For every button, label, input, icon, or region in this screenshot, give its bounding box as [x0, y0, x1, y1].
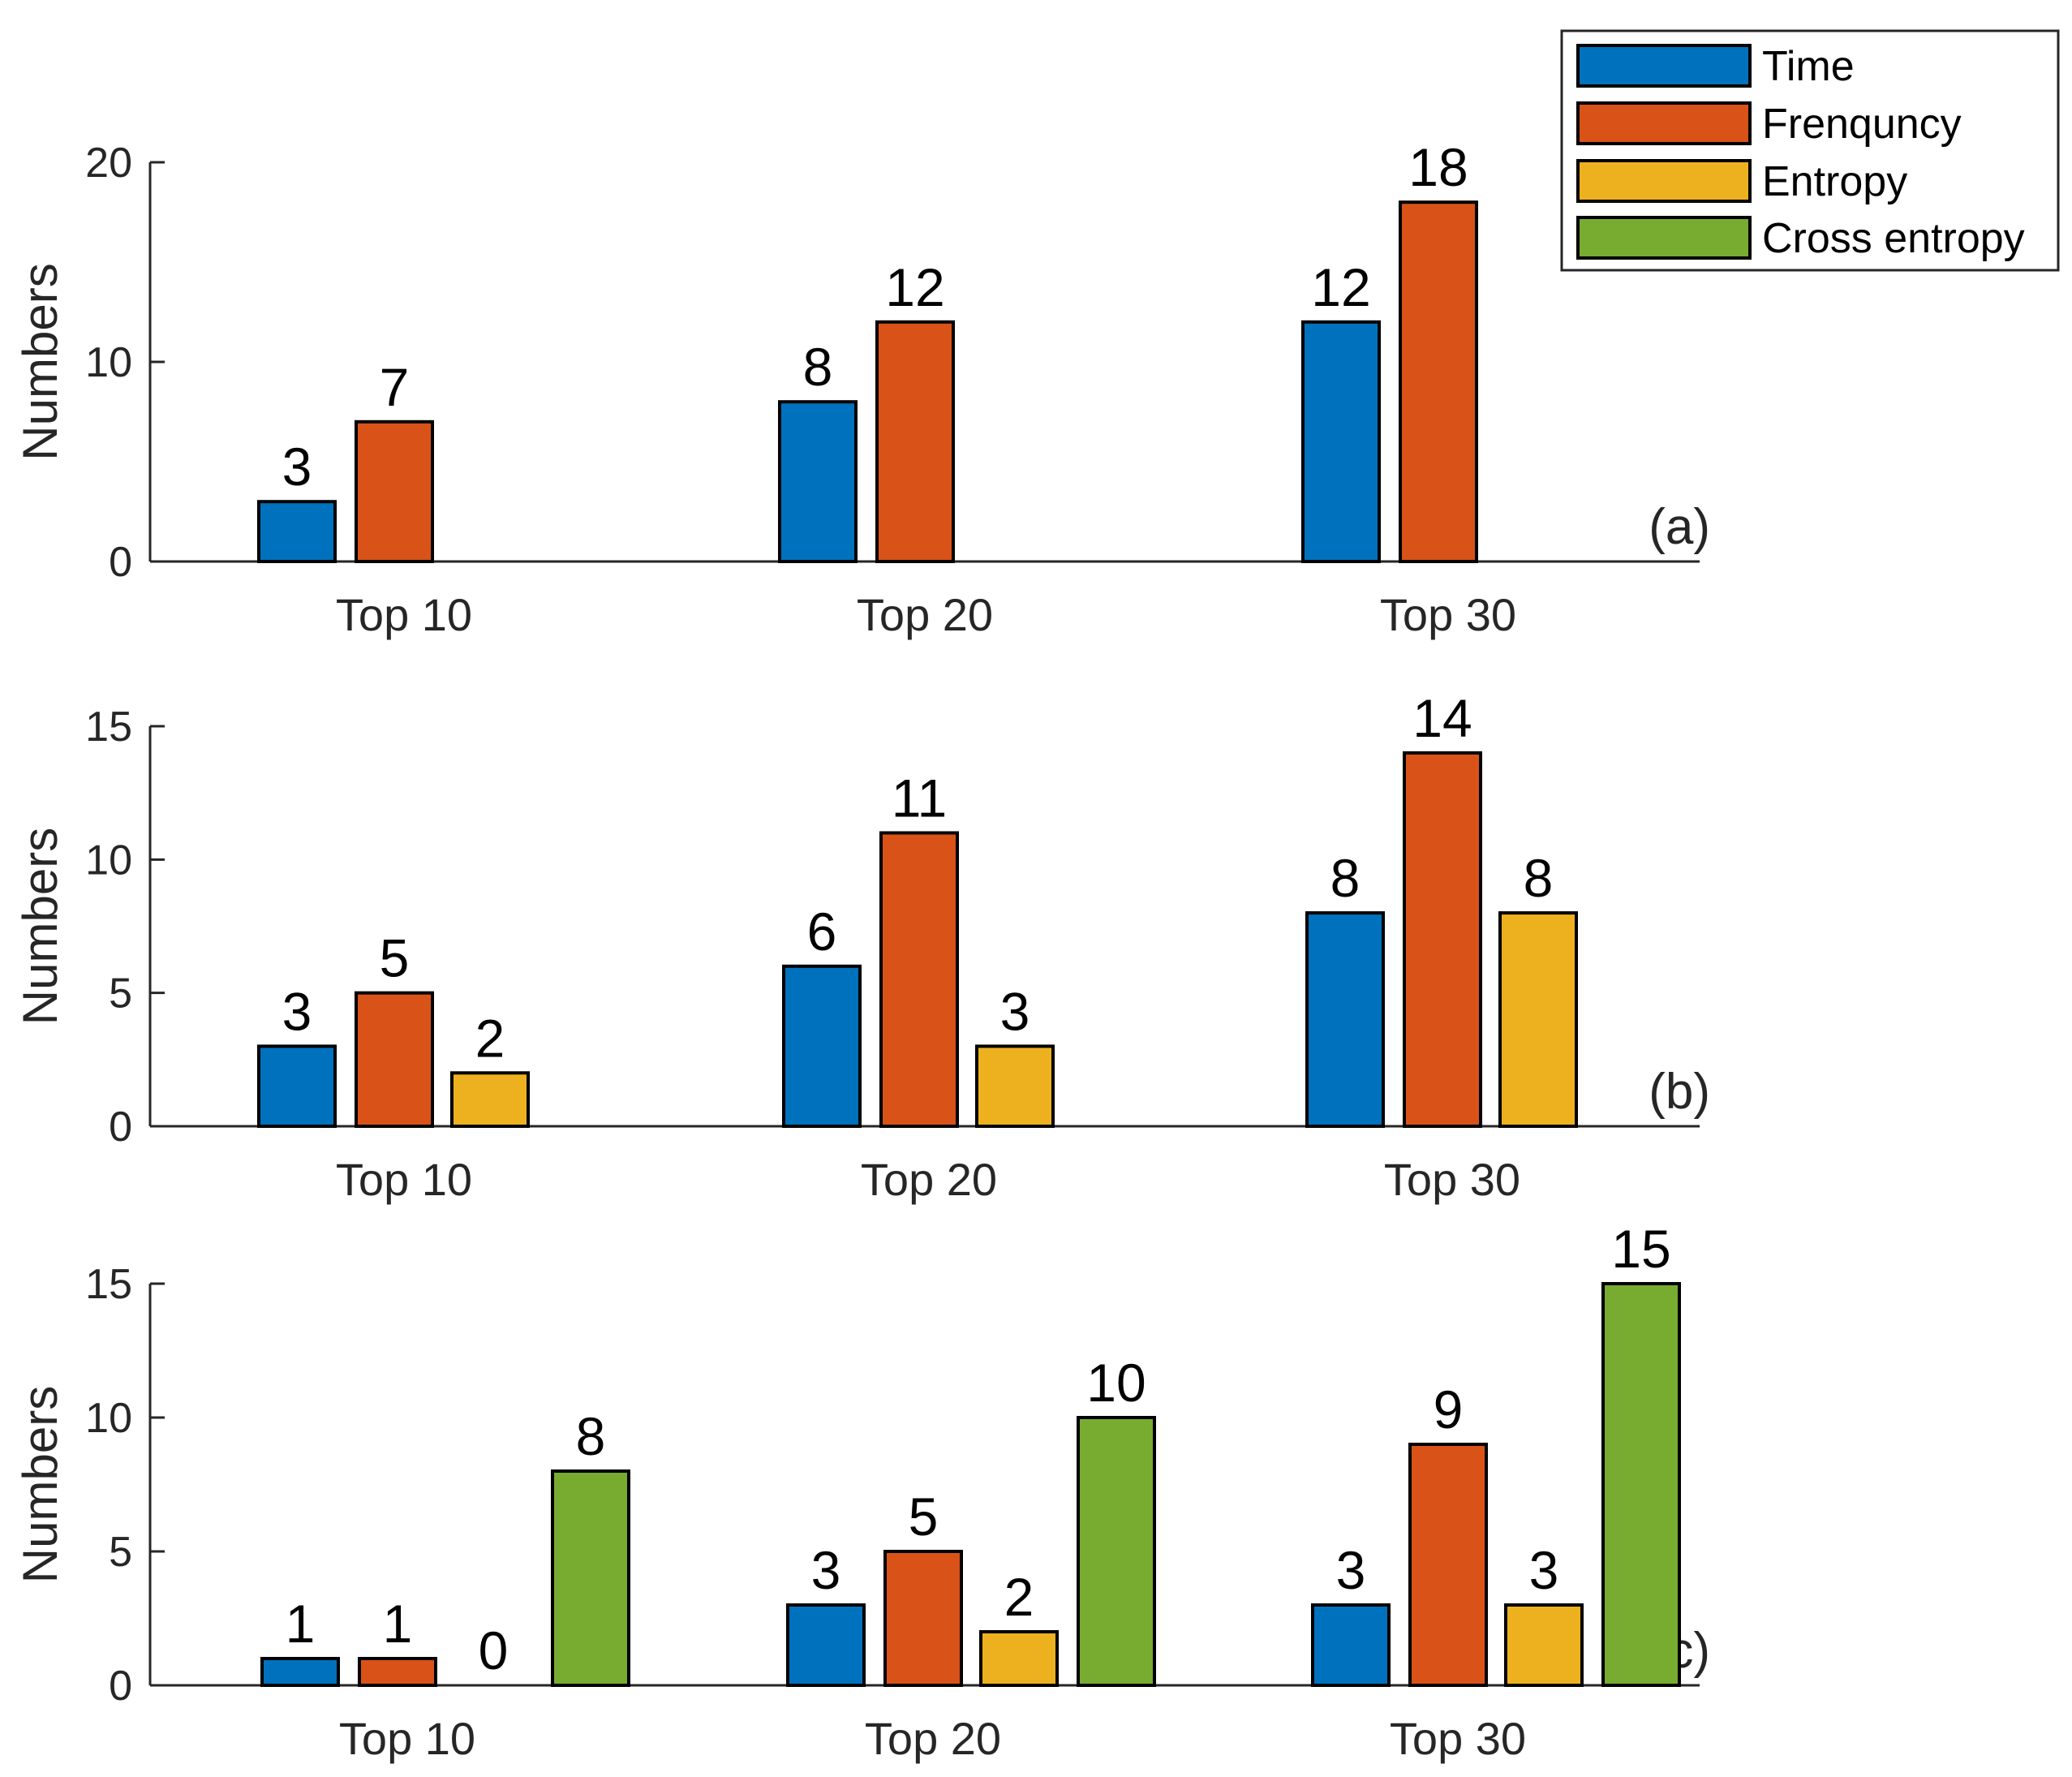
y-tick-label: 10	[85, 837, 132, 884]
bar-cross-entropy	[1601, 1282, 1681, 1687]
x-tick-label: Top 10	[336, 1154, 472, 1205]
y-tick-label: 5	[109, 1529, 132, 1576]
y-tick-label: 10	[85, 339, 132, 386]
bar-frenquncy	[355, 991, 434, 1128]
bar-entropy	[450, 1071, 530, 1129]
bar-cross-entropy	[551, 1469, 630, 1687]
y-tick-label: 5	[109, 970, 132, 1018]
data-label-cross-entropy: 8	[576, 1406, 606, 1466]
data-label-entropy: 0	[479, 1620, 509, 1680]
data-label-time: 1	[286, 1594, 316, 1654]
data-label-frenquncy: 12	[885, 257, 944, 317]
x-tick-label: Top 10	[339, 1713, 475, 1764]
bar-time	[260, 1657, 340, 1687]
y-tick-label: 0	[109, 539, 132, 586]
panel-a: 0 10 20 Top 10 Top 20 Top 30 Numbers (a) 3 8 12 7 12…	[13, 137, 1710, 640]
bar-frenquncy	[875, 320, 955, 563]
data-label-entropy: 8	[1524, 848, 1554, 908]
legend-swatch-time	[1576, 44, 1752, 88]
x-tick-label: Top 30	[1384, 1154, 1520, 1205]
data-label-frenquncy: 5	[380, 928, 410, 988]
data-label-frenquncy: 18	[1408, 137, 1468, 197]
bar-time	[257, 1044, 337, 1129]
legend: Time Frenquncy Entropy Cross entropy	[1560, 29, 2060, 272]
bar-time	[786, 1603, 866, 1687]
bar-cross-entropy	[1077, 1416, 1156, 1687]
data-label-time: 3	[811, 1540, 841, 1600]
bar-frenquncy	[358, 1657, 437, 1687]
data-label-time: 6	[807, 901, 837, 962]
legend-swatch-cross-entropy	[1576, 216, 1752, 260]
legend-entry-entropy: Entropy	[1576, 158, 1907, 205]
data-label-time: 8	[1330, 848, 1361, 908]
legend-swatch-entropy	[1576, 159, 1752, 203]
y-axis-label: Numbers	[13, 1386, 67, 1583]
x-tick-label: Top 20	[865, 1713, 1001, 1764]
data-label-time: 3	[282, 981, 312, 1041]
data-label-entropy: 3	[1529, 1540, 1559, 1600]
bar-frenquncy	[1399, 200, 1478, 563]
x-tick-label: Top 20	[861, 1154, 997, 1205]
legend-entry-cross-entropy: Cross entropy	[1576, 215, 2025, 262]
bar-frenquncy	[1403, 751, 1482, 1128]
bar-time	[782, 964, 862, 1129]
y-axis-label: Numbers	[13, 828, 67, 1025]
bar-time	[1301, 320, 1381, 563]
data-label-time: 3	[1336, 1540, 1366, 1600]
y-axis-label: Numbers	[13, 263, 67, 460]
bar-time	[1305, 911, 1385, 1128]
bar-entropy	[979, 1630, 1059, 1687]
legend-entry-frenquncy: Frenquncy	[1576, 101, 1962, 148]
data-label-frenquncy: 14	[1412, 688, 1472, 748]
bar-time	[778, 400, 858, 564]
data-label-entropy: 3	[1000, 981, 1030, 1041]
data-label-time: 3	[282, 437, 312, 497]
data-label-cross-entropy: 15	[1611, 1219, 1670, 1279]
bar-time	[257, 500, 337, 564]
data-label-entropy: 2	[1004, 1567, 1034, 1627]
data-label-time: 8	[803, 337, 833, 397]
data-label-frenquncy: 11	[892, 768, 948, 828]
data-label-entropy: 2	[475, 1008, 505, 1068]
legend-label-frenquncy: Frenquncy	[1762, 101, 1962, 148]
legend-label-time: Time	[1762, 43, 1855, 90]
legend-swatch-frenquncy	[1576, 101, 1752, 145]
x-tick-label: Top 30	[1390, 1713, 1526, 1764]
legend-label-entropy: Entropy	[1762, 158, 1907, 205]
y-tick-label: 0	[109, 1663, 132, 1710]
data-label-frenquncy: 5	[909, 1487, 939, 1547]
bar-entropy	[1504, 1603, 1584, 1687]
panel-tag: (a)	[1649, 499, 1710, 555]
y-tick-label: 20	[85, 140, 132, 187]
data-label-frenquncy: 9	[1434, 1379, 1464, 1439]
bar-frenquncy	[879, 831, 959, 1128]
bar-entropy	[1498, 911, 1578, 1128]
bar-frenquncy	[1408, 1443, 1488, 1687]
x-tick-label: Top 30	[1380, 589, 1516, 640]
data-label-frenquncy: 1	[383, 1594, 413, 1654]
y-tick-label: 10	[85, 1395, 132, 1442]
data-label-cross-entropy: 10	[1086, 1353, 1146, 1413]
data-label-time: 12	[1311, 257, 1370, 317]
y-tick-label: 0	[109, 1104, 132, 1151]
bar-time	[1311, 1603, 1391, 1687]
bar-frenquncy	[355, 420, 434, 563]
bar-frenquncy	[883, 1550, 963, 1687]
legend-entry-time: Time	[1576, 43, 1855, 90]
x-tick-label: Top 20	[857, 589, 993, 640]
bar-entropy	[975, 1044, 1055, 1129]
legend-label-cross-entropy: Cross entropy	[1762, 215, 2025, 262]
y-tick-label: 15	[85, 703, 132, 751]
panel-tag: (b)	[1649, 1064, 1710, 1120]
data-label-frenquncy: 7	[380, 357, 410, 417]
x-tick-label: Top 10	[336, 589, 472, 640]
panel-b: 0 5 10 15 Top 10 Top 20 Top 30 Numbers (b) 3 6 8 5 11…	[13, 688, 1710, 1205]
y-tick-label: 15	[85, 1261, 132, 1308]
